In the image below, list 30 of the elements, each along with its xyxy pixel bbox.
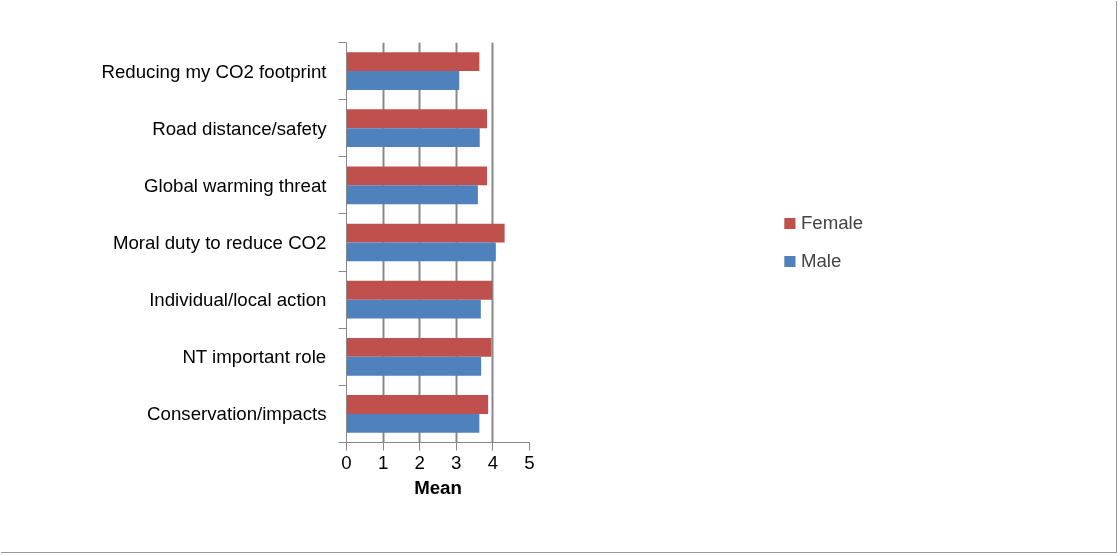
bar (346, 52, 480, 72)
x-tick-label: 0 (341, 451, 352, 473)
legend-label: Female (800, 212, 864, 234)
bar (346, 109, 488, 129)
bar (346, 413, 480, 433)
bar (346, 71, 460, 90)
bar (346, 337, 492, 357)
bar (346, 185, 478, 205)
y-tick-label: Global warming threat (144, 174, 328, 196)
bar (346, 166, 488, 186)
bar (346, 395, 489, 414)
y-tick-label: Conservation/impacts (147, 403, 327, 425)
y-tick-label: Individual/local action (149, 289, 327, 311)
x-tick-label: 3 (451, 451, 462, 473)
y-tick-label: Road distance/safety (152, 117, 328, 139)
x-axis-title: Mean (414, 476, 462, 498)
y-tick-label: Moral duty to reduce CO2 (112, 232, 327, 253)
bar (346, 128, 480, 148)
bar (346, 223, 505, 243)
bar (346, 356, 482, 376)
x-tick-label: 5 (524, 451, 535, 473)
bar (346, 242, 496, 262)
bar (346, 280, 493, 300)
y-tick-label: NT important role (182, 346, 327, 368)
bar (346, 299, 481, 319)
x-tick-label: 2 (414, 451, 425, 473)
x-tick-label: 1 (377, 451, 389, 473)
x-tick-label: 4 (487, 451, 499, 473)
legend-label: Male (800, 250, 842, 272)
y-tick-label: Reducing my CO2 footprint (101, 60, 328, 82)
